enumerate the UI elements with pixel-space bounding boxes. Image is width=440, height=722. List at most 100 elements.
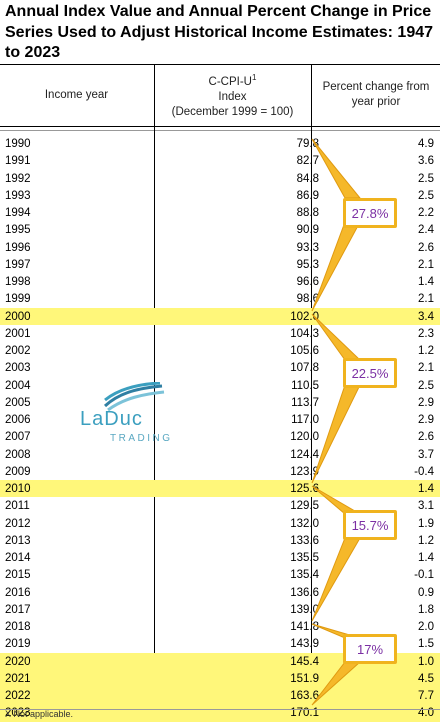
percent-change-cell: 1.9 [418,517,434,530]
table-row: 2023 170.1 4.0 [0,704,440,722]
income-year-cell: 1999 [5,293,31,306]
table-row: 1994 88.8 2.2 [0,204,440,221]
income-year-cell: 2020 [5,655,31,668]
table-row: 2022 163.6 7.7 [0,687,440,705]
table-row: 2015 135.4 -0.1 [0,566,440,583]
percent-change-cell: 2.1 [418,293,434,306]
table-row: 1991 82.7 3.6 [0,152,440,169]
table-bottom-rule [0,709,440,710]
percent-change-cell: 1.8 [418,603,434,616]
percent-change-cell: 1.2 [418,345,434,357]
percent-change-cell: 2.5 [418,379,434,392]
index-cell: 132.0 [290,517,319,530]
income-year-cell: 2000 [5,310,31,323]
percent-change-cell: 3.6 [418,155,434,168]
income-year-cell: 1990 [5,138,31,150]
percent-change-cell: 3.1 [418,500,434,513]
index-cell: 139.0 [290,603,319,616]
pointer-1b [311,221,361,312]
income-year-cell: 2019 [5,638,31,651]
income-year-cell: 2006 [5,414,31,426]
income-year-cell: 2014 [5,552,31,564]
percent-change-cell: 3.4 [418,310,434,323]
index-cell: 117.0 [291,414,319,426]
percent-change-cell: 2.1 [418,362,434,375]
index-cell: 141.8 [290,621,319,633]
income-year-cell: 1991 [5,155,31,168]
index-cell: 145.4 [290,655,319,668]
percent-change-cell: 2.3 [418,327,434,340]
table-row: 2012 132.0 1.9 [0,515,440,532]
table-title: Annual Index Value and Annual Percent Ch… [5,3,434,61]
income-year-cell: 2003 [5,362,31,375]
index-cell: 98.6 [296,293,319,306]
table-row: 2013 133.6 1.2 [0,532,440,549]
income-year-cell: 2001 [5,327,31,340]
index-cell: 170.1 [290,707,319,720]
table-row: 2001 104.3 2.3 [0,325,440,342]
header-bottom-rule [0,126,440,127]
percent-change-cell: 2.6 [418,431,434,444]
percent-change-cell: -0.4 [414,465,434,478]
header-percent-change: Percent change from year prior [322,81,430,108]
pointer-4b [311,661,362,706]
table-row: 1995 90.9 2.4 [0,221,440,238]
index-cell: 113.7 [291,396,319,409]
column-divider-2 [311,64,312,710]
percent-change-cell: 3.7 [418,448,434,461]
table-row: 1992 84.8 2.5 [0,170,440,187]
income-year-cell: 1996 [5,241,31,254]
table-row: 2016 136.6 0.9 [0,584,440,601]
index-cell: 135.4 [290,569,319,582]
index-cell: 110.5 [291,379,319,392]
table-row: 2007 120.0 2.6 [0,428,440,445]
income-year-cell: 1992 [5,172,31,185]
percent-change-cell: 2.6 [418,241,434,254]
percent-change-cell: 1.4 [418,483,434,495]
index-cell: 107.8 [290,362,319,375]
percent-change-cell: 2.0 [418,621,434,633]
table-row: 2002 105.6 1.2 [0,342,440,359]
header-income-year: Income year [44,88,109,101]
index-cell: 124.4 [290,448,319,461]
income-year-cell: 2009 [5,465,31,478]
income-year-cell: 2011 [5,500,30,513]
index-cell: 90.9 [296,224,319,237]
table-row: 1993 86.9 2.5 [0,187,440,204]
pointer-3b [311,537,361,622]
laduc-logo: LaDuc TRADING [80,382,190,452]
index-cell: 135.5 [290,552,319,564]
header-index: C-CPI-U1 Index (December 1999 = 100) [155,64,310,126]
header-index-series: C-CPI-U [208,75,252,88]
table-row: 2014 135.5 1.4 [0,549,440,566]
index-cell: 104.3 [290,327,319,340]
percent-change-cell: 2.9 [418,414,434,426]
table-row: 2009 123.9 -0.4 [0,463,440,480]
table-row: 1999 98.6 2.1 [0,290,440,307]
percent-change-cell: 1.4 [418,552,434,564]
index-cell: 95.3 [296,258,319,271]
table-row: 2003 107.8 2.1 [0,359,440,376]
table-row: 2004 110.5 2.5 [0,377,440,394]
percent-change-cell: 2.5 [418,189,434,202]
index-cell: 96.6 [296,276,319,288]
percent-change-cell: 4.5 [418,672,434,685]
percent-change-cell: 2.2 [418,207,434,219]
table-row: 1998 96.6 1.4 [0,273,440,290]
percent-change-cell: 0.9 [418,586,434,599]
index-cell: 129.5 [290,500,319,513]
pointer-1a [311,138,362,199]
index-cell: 123.9 [290,465,319,478]
income-year-cell: 2010 [5,483,31,495]
table-row: 2011 129.5 3.1 [0,497,440,514]
table-row: 2017 139.0 1.8 [0,601,440,618]
income-year-cell: 2005 [5,396,31,409]
index-cell: 105.6 [290,345,319,357]
header-index-label: Index [218,90,247,103]
income-year-cell: 2002 [5,345,31,357]
index-cell: 133.6 [290,534,319,547]
index-cell: 163.6 [290,690,319,702]
index-cell: 125.6 [290,483,319,495]
logo-word: LaDuc [80,408,143,430]
income-year-cell: 2023 [5,707,31,720]
